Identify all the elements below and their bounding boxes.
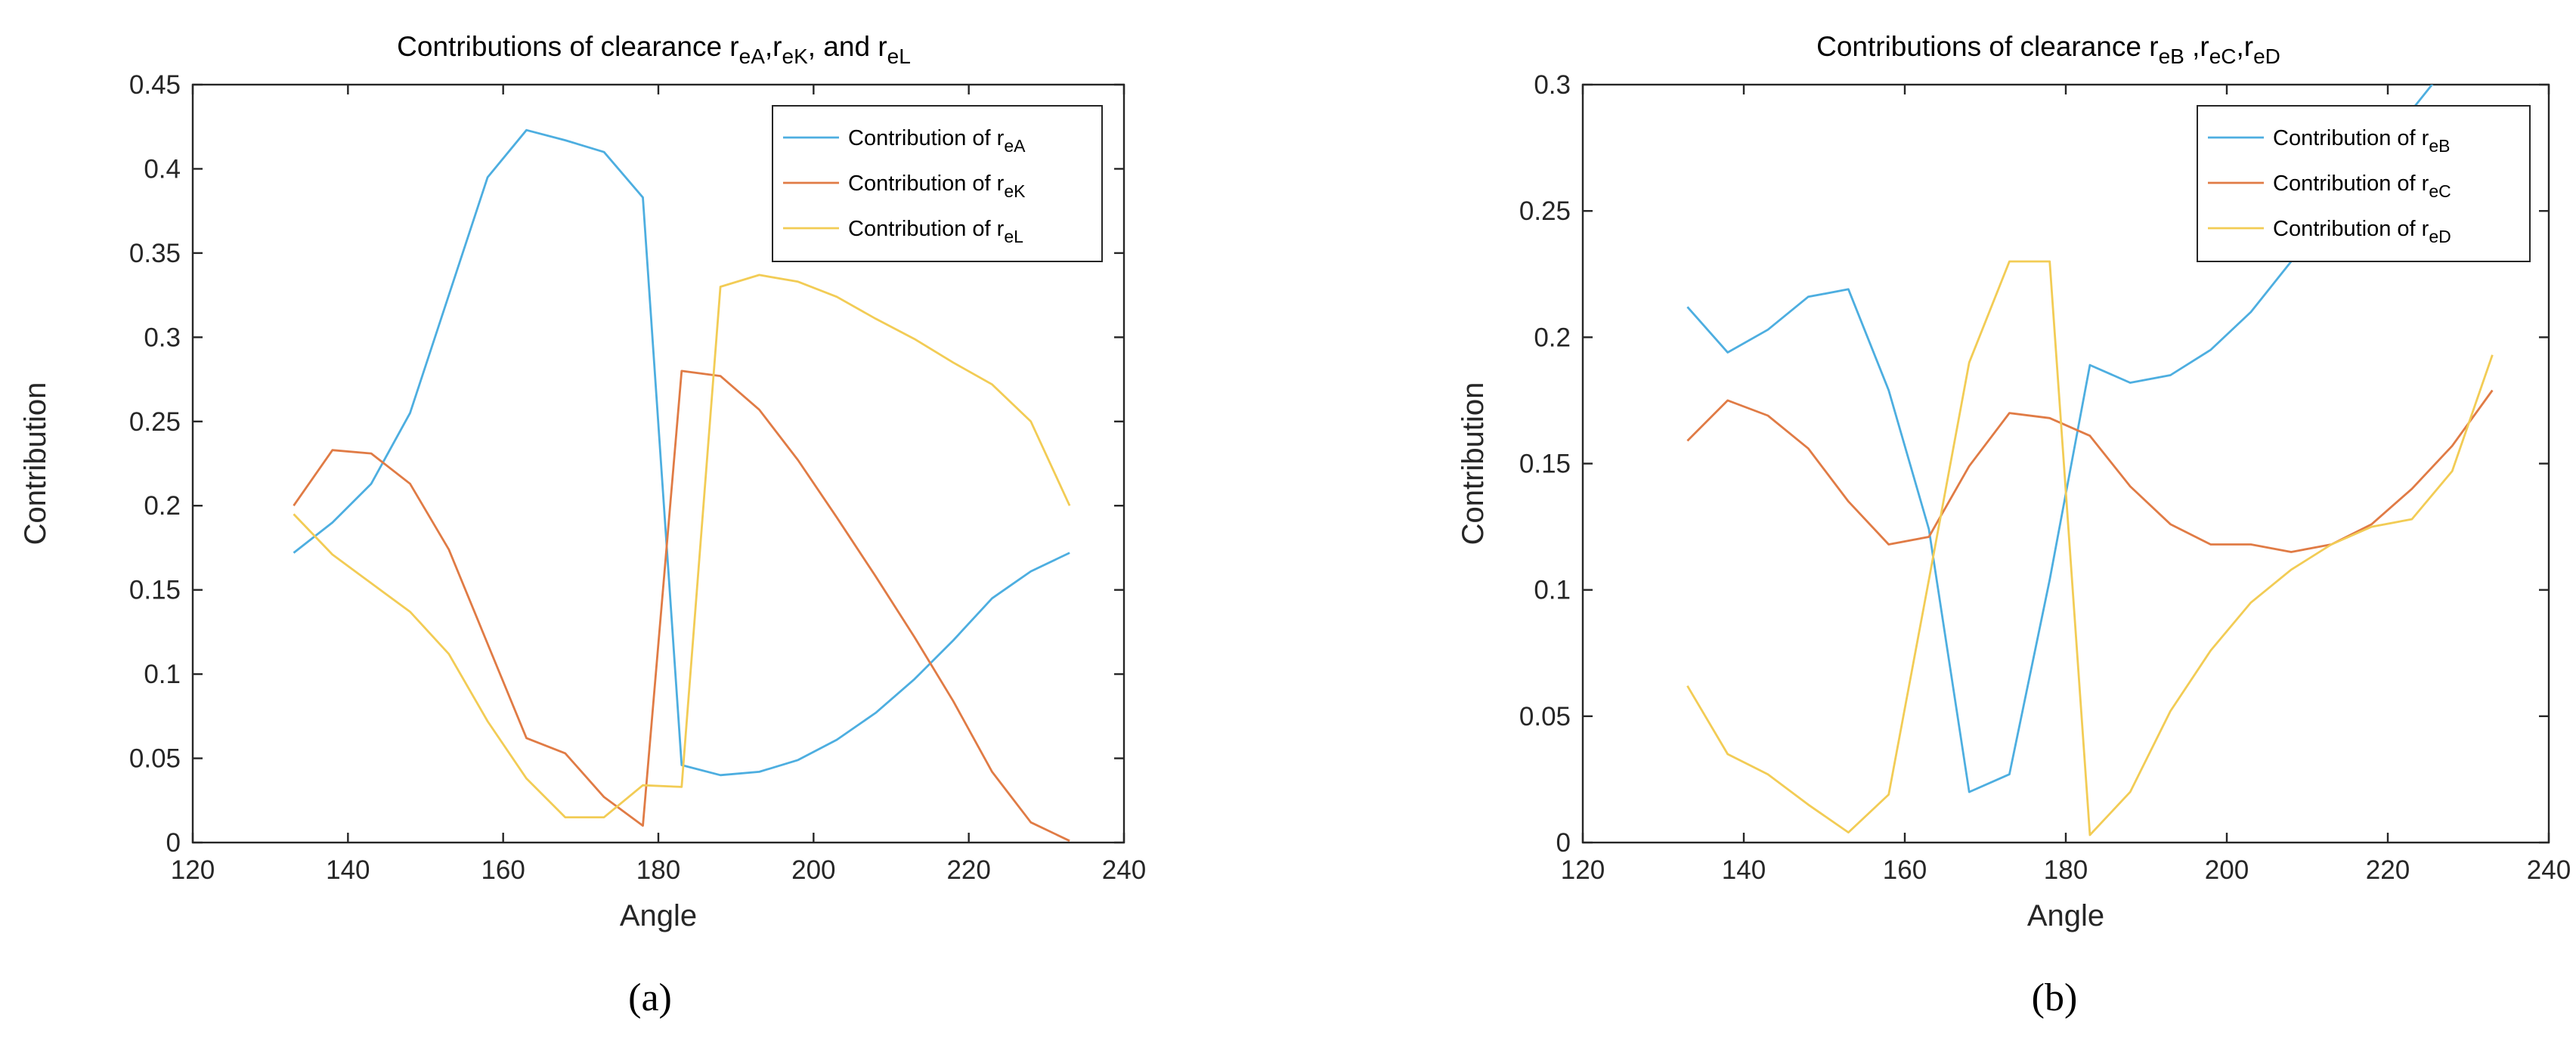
chart-b-ytick-label: 0.2 [1534, 323, 1571, 352]
chart-b-ytick-label: 0.15 [1519, 450, 1571, 479]
chart-b-series-eD-line [1686, 260, 2494, 836]
chart-a-xtick-label: 160 [481, 855, 525, 885]
chart-a-ytick-label: 0.25 [129, 407, 181, 437]
chart-b-legend-label-eD: Contribution of reD [2273, 217, 2451, 246]
chart-b-series-eC-line [1686, 389, 2494, 553]
chart-a-ytick-label: 0.05 [129, 744, 181, 774]
chart-a-ytick-label: 0.35 [129, 239, 181, 268]
chart-a-xlabel: Angle [620, 899, 697, 932]
chart-b-xtick-label: 160 [1883, 855, 1927, 885]
chart-a-contributions-eA-eK-eL: Contributions of clearance reA,reK, and … [19, 31, 1146, 1019]
chart-b-xtick-label: 240 [2527, 855, 2571, 885]
chart-b-ytick-label: 0 [1556, 828, 1571, 858]
chart-b-ylabel: Contribution [1457, 382, 1490, 546]
chart-a-legend-label-eL: Contribution of reL [848, 217, 1023, 246]
chart-b-contributions-eB-eC-eD: Contributions of clearance reB ,reC,reD 1… [1457, 31, 2571, 1019]
chart-b-ytick-label: 0.1 [1534, 576, 1571, 605]
chart-b-xtick-label: 120 [1561, 855, 1605, 885]
chart-a-series-eL-line [293, 274, 1071, 818]
chart-b-ytick-label: 0.25 [1519, 196, 1571, 226]
chart-a-legend-label-eK: Contribution of reK [848, 172, 1026, 201]
chart-a-xtick-label: 140 [326, 855, 370, 885]
chart-a-title: Contributions of clearance reA,reK, and … [397, 31, 911, 68]
chart-a-panel-label: (a) [628, 976, 672, 1019]
chart-a-xtick-label: 180 [636, 855, 680, 885]
chart-a-xtick-label: 120 [171, 855, 215, 885]
chart-a-series-eK-line [293, 370, 1070, 843]
chart-a-legend-label-eA: Contribution of reA [848, 126, 1026, 156]
chart-a-ytick-label: 0.3 [144, 323, 181, 352]
chart-a-ytick-label: 0.1 [144, 660, 181, 689]
chart-b-xtick-label: 200 [2205, 855, 2249, 885]
chart-a-series-eA-line [293, 128, 1070, 777]
chart-a-ytick-label: 0.4 [144, 154, 181, 184]
chart-b-ytick-label: 0.3 [1534, 70, 1571, 100]
chart-b-title: Contributions of clearance reB ,reC,reD [1816, 31, 2280, 68]
chart-b-legend-label-eB: Contribution of reB [2273, 126, 2450, 156]
chart-a-ytick-label: 0.2 [144, 491, 181, 521]
chart-a-xtick-label: 200 [791, 855, 835, 885]
chart-a-ylabel: Contribution [19, 382, 52, 546]
chart-a-xtick-label: 220 [946, 855, 990, 885]
chart-a-ytick-label: 0.15 [129, 576, 181, 605]
chart-b-panel-label: (b) [2032, 976, 2078, 1019]
chart-a-xtick-label: 240 [1102, 855, 1146, 885]
chart-b-xlabel: Angle [2027, 899, 2104, 932]
chart-b-xtick-label: 220 [2366, 855, 2410, 885]
chart-a-ytick-label: 0.45 [129, 70, 181, 100]
chart-b-ytick-label: 0.05 [1519, 702, 1571, 731]
chart-b-xtick-label: 140 [1722, 855, 1766, 885]
chart-b-legend-label-eC: Contribution of reC [2273, 172, 2451, 201]
chart-a-ytick-label: 0 [166, 828, 181, 858]
chart-b-xtick-label: 180 [2044, 855, 2088, 885]
